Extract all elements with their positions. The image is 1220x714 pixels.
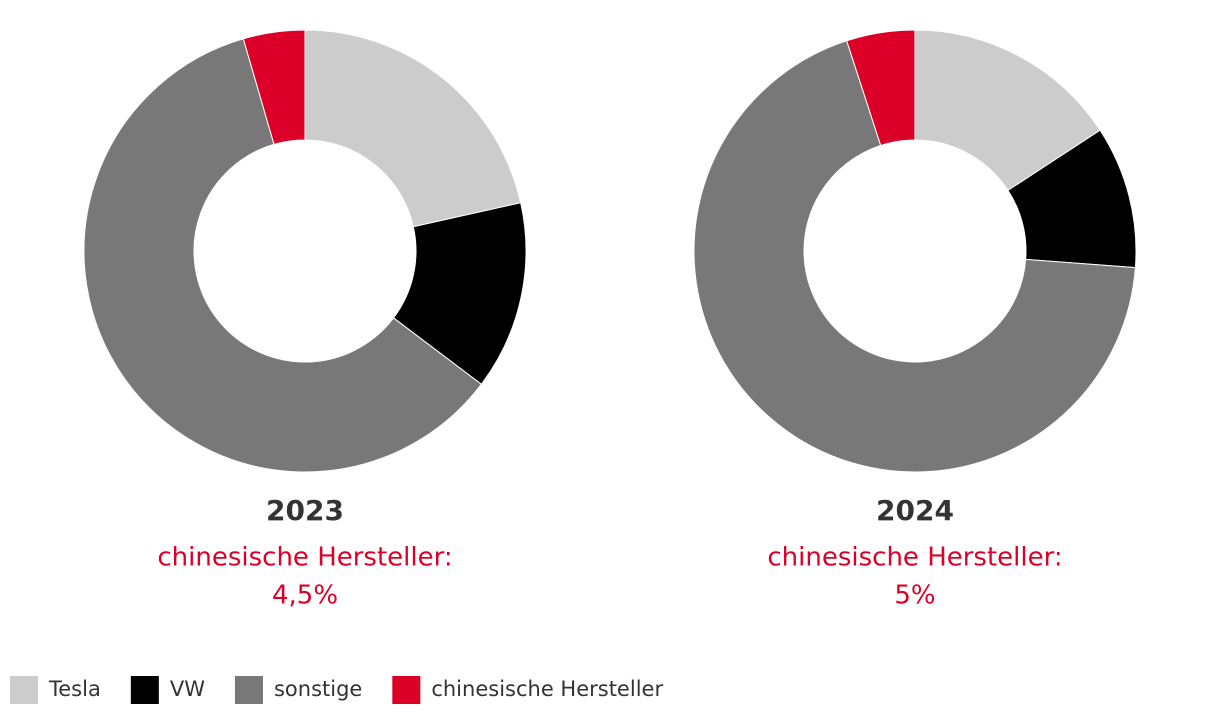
donut-slice (242, 29, 306, 146)
legend-label: sonstige (274, 677, 362, 701)
legend-swatch (392, 676, 421, 704)
legend-swatch (130, 676, 159, 704)
donut-slice (693, 40, 1136, 473)
legend-label: chinesische Hersteller (431, 677, 663, 701)
donut-slice (914, 29, 1101, 192)
chart-title: 2024 (876, 494, 954, 527)
donut-slice (304, 29, 522, 228)
annotation: chinesische Hersteller: (767, 543, 1062, 573)
donut-slice (392, 202, 527, 385)
value-label: 4,5% (272, 581, 338, 611)
legend-label: Tesla (48, 677, 101, 701)
legend-label: VW (170, 677, 205, 701)
donut-slice (83, 38, 483, 473)
legend-swatch (234, 676, 263, 704)
donut-slice (846, 29, 916, 147)
annotation: chinesische Hersteller: (157, 543, 452, 573)
legend-swatch (10, 676, 38, 704)
chart-title: 2023 (266, 494, 344, 527)
value-label: 5% (894, 581, 935, 611)
